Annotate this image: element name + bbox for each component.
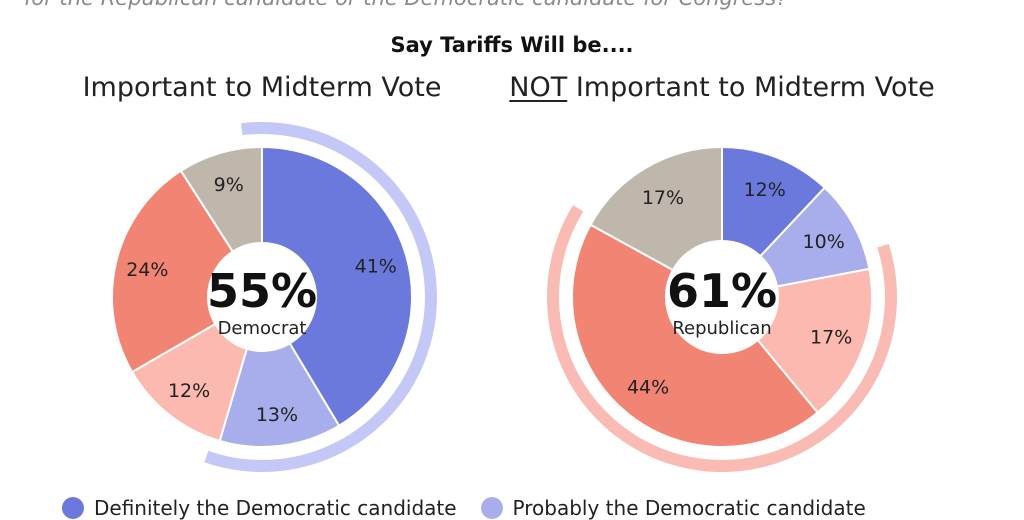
slice-1-0 <box>721 145 827 258</box>
center-value-1: 61% <box>667 264 777 318</box>
slice-label-1-1: 10% <box>803 231 845 253</box>
center-label-0: Democrat <box>218 318 307 339</box>
left-subtitle-text: Important to Midterm Vote <box>82 72 442 103</box>
slice-0-4 <box>179 145 263 253</box>
legend-label-definitely-dem: Definitely the Democratic candidate <box>94 496 457 520</box>
left-chart-subtitle: Important to Midterm Vote <box>83 72 442 103</box>
slice-label-1-2: 17% <box>810 326 852 348</box>
center-label-1: Republican <box>672 318 771 339</box>
donut-1: 12% 10% 17% 44% 17% 61%Republican <box>547 145 897 472</box>
slice-label-0-3: 24% <box>126 259 168 281</box>
right-subtitle-prefix: NOT <box>509 72 568 103</box>
slice-0-1 <box>218 341 341 448</box>
slice-1-3 <box>571 223 820 448</box>
slice-label-0-1: 13% <box>256 404 298 426</box>
slice-1-2 <box>756 267 873 414</box>
slice-label-1-3: 44% <box>627 376 669 398</box>
slice-0-3 <box>111 169 235 374</box>
legend-swatch-probably-dem <box>480 497 503 519</box>
slice-1-4 <box>589 145 723 272</box>
right-subtitle-text: Important to Midterm Vote <box>567 72 935 103</box>
legend-label-probably-dem: Probably the Democratic candidate <box>512 496 866 520</box>
slice-label-1-0: 12% <box>744 179 786 201</box>
survey-question: for the Republican candidate or the Demo… <box>24 0 1004 10</box>
center-value-0: 55% <box>207 264 317 318</box>
right-chart-subtitle: NOT Important to Midterm Vote <box>509 72 934 103</box>
donut-0: 41% 13% 12% 24% 9% 55%Democrat <box>111 122 438 472</box>
legend: Definitely the Democratic candidate Prob… <box>62 496 1022 520</box>
slice-0-2 <box>130 322 249 443</box>
slice-label-1-4: 17% <box>642 187 684 209</box>
slice-0-0 <box>261 145 413 428</box>
slice-label-0-4: 9% <box>214 174 244 196</box>
slice-label-0-0: 41% <box>355 256 397 278</box>
legend-item-probably-dem: Probably the Democratic candidate <box>480 496 866 520</box>
chart-title: Say Tariffs Will be.... <box>390 33 634 57</box>
slice-label-0-2: 12% <box>168 380 210 402</box>
legend-item-definitely-dem: Definitely the Democratic candidate <box>62 496 457 520</box>
legend-swatch-definitely-dem <box>62 497 84 519</box>
